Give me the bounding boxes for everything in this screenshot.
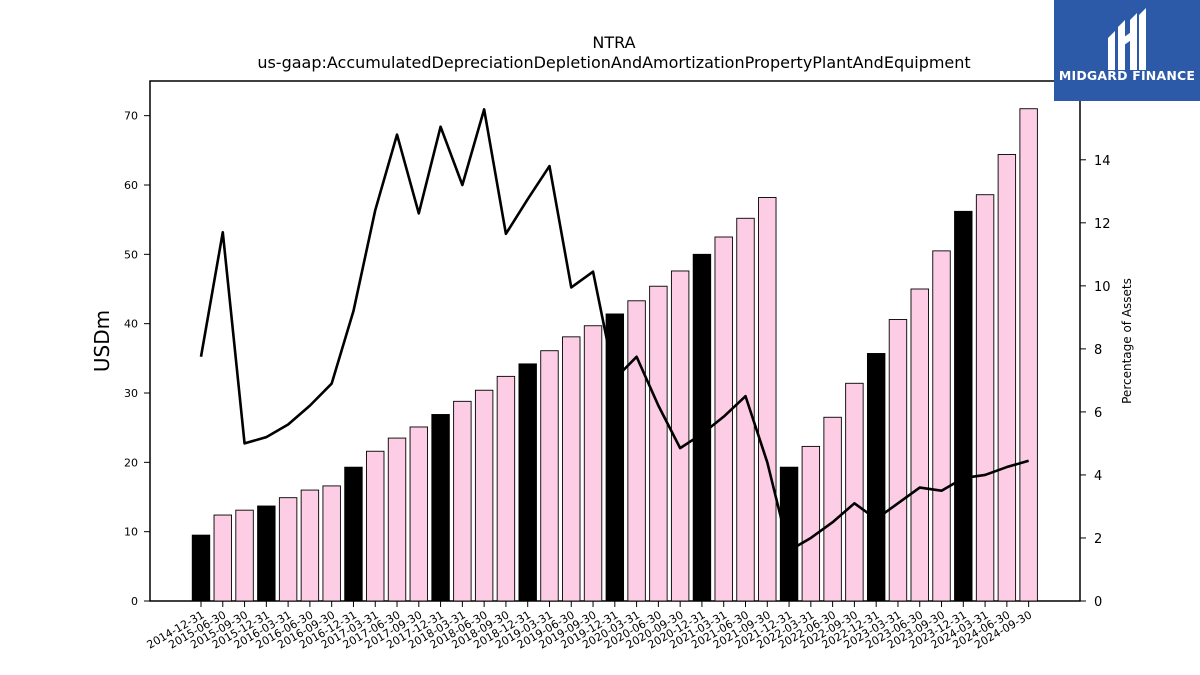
y-axis-right: 0 2 4 6 8 10 12 14 — [1080, 154, 1111, 610]
bar-2022-06-30 — [823, 416, 842, 602]
bar-2024-06-30 — [997, 154, 1017, 602]
y2-tick-label: 6 — [1094, 406, 1102, 421]
brand-name: MIDGARD FINANCE — [1058, 68, 1196, 83]
y2-tick-label: 2 — [1094, 532, 1102, 547]
bar-2018-06-30 — [474, 389, 494, 602]
bar-2021-09-30 — [758, 197, 777, 602]
chart-subtitle: us-gaap:AccumulatedDepreciationDepletion… — [257, 53, 970, 72]
bar-2016-09-30 — [322, 485, 341, 602]
bar-2015-06-30 — [213, 514, 232, 602]
bar-2017-12-31 — [431, 414, 450, 602]
bar-2023-09-30 — [932, 250, 951, 602]
bar-2017-09-30 — [409, 426, 428, 602]
y2-tick-label: 4 — [1094, 469, 1102, 484]
bar-2023-12-31 — [954, 210, 973, 602]
bar-2022-12-31 — [866, 353, 886, 602]
bar-2019-06-30 — [562, 336, 581, 602]
y-tick-label: 20 — [124, 456, 138, 469]
bar-2016-03-31 — [278, 497, 298, 602]
bar-2023-03-31 — [888, 319, 908, 602]
y2-tick-label: 8 — [1094, 343, 1102, 358]
bar-series — [191, 108, 1038, 602]
bar-2021-06-30 — [736, 217, 755, 602]
y2-tick-label: 14 — [1094, 154, 1111, 169]
bar-2017-03-31 — [366, 450, 385, 602]
bar-2019-12-31 — [605, 313, 625, 602]
bar-2017-06-30 — [387, 437, 407, 602]
bar-2021-03-31 — [714, 236, 733, 602]
chart-title: NTRA — [592, 33, 635, 52]
bar-2016-12-31 — [344, 466, 363, 602]
bar-2022-09-30 — [845, 382, 864, 602]
bar-2024-09-30 — [1019, 108, 1038, 602]
brand-logo: MIDGARD FINANCE — [1054, 0, 1200, 101]
bar-2018-03-31 — [453, 400, 472, 602]
y-tick-label: 70 — [124, 110, 138, 123]
midgard-logo-icon — [1108, 8, 1146, 70]
bar-2015-09-30 — [235, 509, 254, 602]
bar-2018-12-31 — [518, 363, 537, 602]
y-tick-label: 0 — [131, 595, 138, 608]
bar-2022-03-31 — [801, 445, 821, 602]
bar-2020-03-31 — [627, 300, 646, 602]
y-tick-label: 10 — [124, 526, 138, 539]
bar-2020-06-30 — [649, 285, 668, 602]
percentage-line — [199, 108, 1030, 552]
bar-2016-06-30 — [300, 489, 320, 602]
y-axis-left: 0 10 20 30 40 50 60 70 — [124, 110, 150, 608]
bar-2019-03-31 — [540, 350, 559, 602]
y-tick-label: 50 — [124, 248, 138, 261]
bar-2021-12-31 — [779, 466, 799, 602]
y2-tick-label: 12 — [1094, 217, 1111, 232]
bar-2019-09-30 — [583, 325, 603, 602]
y-axis-label: USDm — [90, 310, 114, 372]
y-tick-label: 60 — [124, 179, 138, 192]
bar-2024-03-31 — [975, 194, 995, 602]
bar-2018-09-30 — [496, 375, 516, 602]
bar-2015-12-31 — [257, 505, 276, 602]
y-tick-label: 30 — [124, 387, 138, 400]
bar-2023-06-30 — [910, 288, 929, 602]
y2-tick-label: 0 — [1094, 595, 1102, 610]
y2-axis-label: Percentage of Assets — [1120, 278, 1134, 404]
y-tick-label: 40 — [124, 318, 138, 331]
x-axis: 2014-12-312015-06-302015-09-302015-12-31… — [145, 601, 1034, 652]
y2-tick-label: 10 — [1094, 280, 1111, 295]
bar-2014-12-31 — [191, 534, 211, 602]
